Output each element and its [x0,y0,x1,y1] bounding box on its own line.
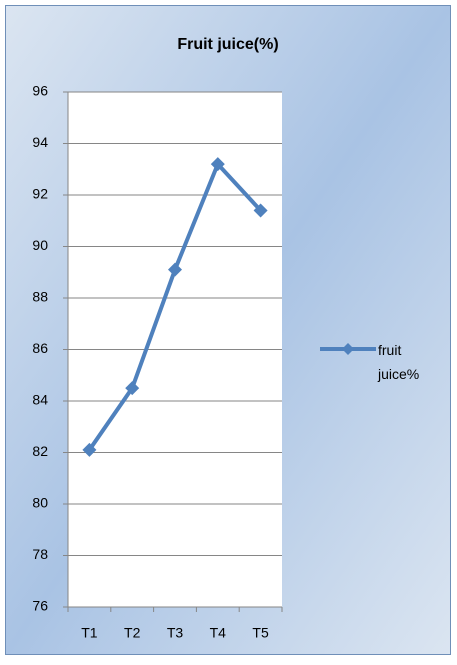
chart-title: Fruit juice(%) [177,36,278,53]
point-marker [82,442,97,457]
x-tick-label: T5 [252,625,269,641]
y-tick-label: 80 [32,495,48,511]
y-tick-label: 96 [32,83,48,99]
x-tick-label: T2 [124,625,141,641]
point-marker [125,381,140,396]
y-tick-label: 92 [32,186,48,202]
y-tick-label: 90 [32,237,48,253]
y-tick-label: 78 [32,546,48,562]
y-tick-label: 94 [32,134,48,150]
x-tick-label: T3 [167,625,184,641]
x-tick-label: T1 [81,625,98,641]
y-tick-label: 84 [32,392,48,408]
legend-label: fruit juice% [378,342,420,382]
y-tick-label: 82 [32,443,48,459]
point-marker [168,262,182,277]
y-tick-label: 88 [32,289,48,305]
x-tick-label: T4 [210,625,227,641]
point-marker [253,203,268,218]
y-tick-label: 86 [32,340,48,356]
point-marker [210,157,225,172]
y-tick-label: 76 [32,598,48,614]
legend-marker [342,343,354,355]
